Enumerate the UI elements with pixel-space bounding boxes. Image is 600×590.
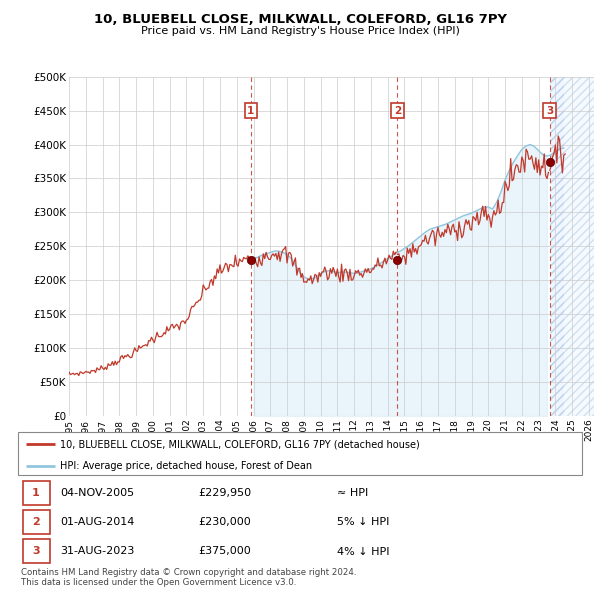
Text: HPI: Average price, detached house, Forest of Dean: HPI: Average price, detached house, Fore…	[60, 461, 313, 471]
Text: 3: 3	[32, 546, 40, 556]
FancyBboxPatch shape	[23, 539, 50, 563]
Text: 1: 1	[32, 489, 40, 499]
Text: 5% ↓ HPI: 5% ↓ HPI	[337, 517, 389, 527]
Text: 10, BLUEBELL CLOSE, MILKWALL, COLEFORD, GL16 7PY (detached house): 10, BLUEBELL CLOSE, MILKWALL, COLEFORD, …	[60, 440, 420, 450]
Text: 31-AUG-2023: 31-AUG-2023	[60, 546, 134, 556]
FancyBboxPatch shape	[23, 481, 50, 505]
FancyBboxPatch shape	[18, 432, 582, 475]
Text: ≈ HPI: ≈ HPI	[337, 489, 368, 499]
Text: 3: 3	[546, 106, 553, 116]
FancyBboxPatch shape	[23, 510, 50, 535]
Text: Price paid vs. HM Land Registry's House Price Index (HPI): Price paid vs. HM Land Registry's House …	[140, 26, 460, 36]
Text: 1: 1	[247, 106, 254, 116]
Text: 4% ↓ HPI: 4% ↓ HPI	[337, 546, 389, 556]
Text: 01-AUG-2014: 01-AUG-2014	[60, 517, 134, 527]
Text: 2: 2	[394, 106, 401, 116]
Text: 04-NOV-2005: 04-NOV-2005	[60, 489, 134, 499]
Text: £229,950: £229,950	[199, 489, 251, 499]
Text: 10, BLUEBELL CLOSE, MILKWALL, COLEFORD, GL16 7PY: 10, BLUEBELL CLOSE, MILKWALL, COLEFORD, …	[94, 13, 506, 26]
Text: £375,000: £375,000	[199, 546, 251, 556]
Text: Contains HM Land Registry data © Crown copyright and database right 2024.: Contains HM Land Registry data © Crown c…	[21, 568, 356, 576]
Text: £230,000: £230,000	[199, 517, 251, 527]
Text: 2: 2	[32, 517, 40, 527]
Text: This data is licensed under the Open Government Licence v3.0.: This data is licensed under the Open Gov…	[21, 578, 296, 587]
